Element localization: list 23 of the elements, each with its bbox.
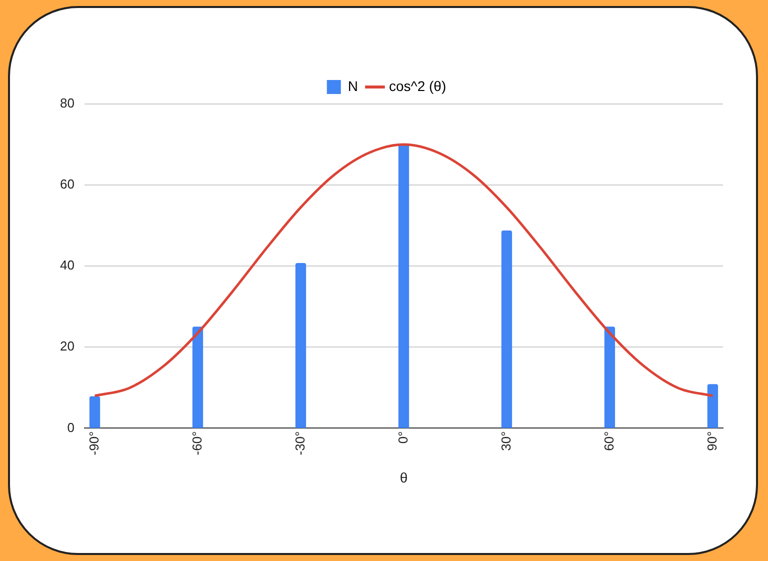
x-tick-label: -60° [189,431,204,456]
x-axis-title: θ [400,469,408,486]
bar [295,262,306,428]
y-tick-label: 80 [60,96,74,111]
bar [707,384,718,428]
legend-label: cos^2 (θ) [388,78,446,94]
bar [398,144,410,428]
x-tick-label: 90° [704,431,720,451]
x-tick-label: 0° [395,431,410,444]
x-tick-label: 60° [601,431,616,451]
bar [501,230,512,428]
y-tick-label: 60 [60,176,74,192]
y-tick-label: 40 [60,258,74,273]
line-series [94,143,714,398]
x-tick-label: 30° [498,431,514,451]
y-tick-label: 20 [60,338,74,354]
y-tick-label: 0 [67,420,74,435]
legend-label: N [348,78,358,94]
bar [604,326,616,428]
bar [89,396,100,428]
x-tick-label: -90° [86,431,102,456]
bar [192,326,204,428]
x-tick-label: -30° [292,431,308,456]
